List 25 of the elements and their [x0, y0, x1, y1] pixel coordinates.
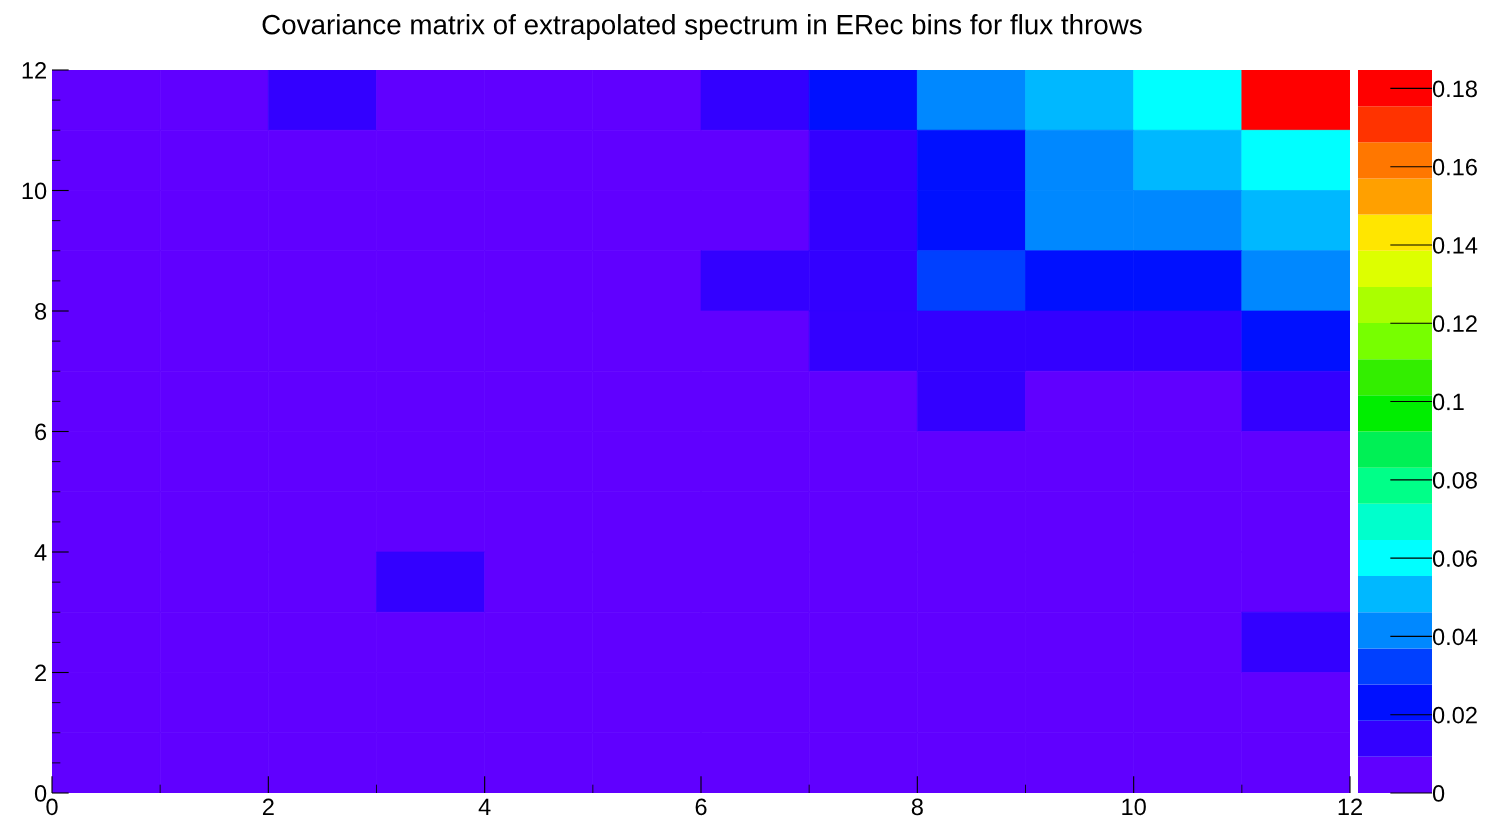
- color-bar-label: 0.14: [1432, 237, 1478, 254]
- color-bar-label: 0.12: [1432, 315, 1477, 333]
- color-bar-label: 0.04: [1432, 628, 1478, 646]
- x-tick-label: 10: [1122, 798, 1146, 816]
- y-tick-label: 8: [35, 303, 47, 320]
- y-tick-label: 10: [22, 182, 47, 200]
- y-tick-label: 4: [34, 544, 47, 561]
- color-bar-label: 0.02: [1432, 706, 1477, 724]
- x-tick-label: 4: [478, 798, 491, 815]
- y-tick-label: 0: [34, 785, 47, 802]
- y-tick-label: 12: [22, 62, 46, 79]
- chart-title: Covariance matrix of extrapolated spectrum in ERec bins for flux throws: [262, 14, 1142, 40]
- color-bar-label: 0: [1432, 785, 1445, 802]
- color-bar-label: 0.06: [1432, 550, 1477, 567]
- x-tick-label: 12: [1338, 798, 1362, 815]
- color-bar-label: 0.08: [1432, 471, 1477, 489]
- x-tick-label: 6: [695, 798, 707, 816]
- color-bar-label: 0.1: [1432, 393, 1464, 411]
- x-tick-label: 8: [911, 798, 923, 816]
- color-bar-label: 0.16: [1432, 158, 1477, 176]
- x-tick-label: 2: [262, 798, 274, 815]
- y-tick-label: 2: [35, 664, 46, 682]
- y-tick-label: 6: [35, 423, 47, 441]
- color-bar-label: 0.18: [1432, 80, 1477, 98]
- x-tick-label: 0: [46, 798, 58, 816]
